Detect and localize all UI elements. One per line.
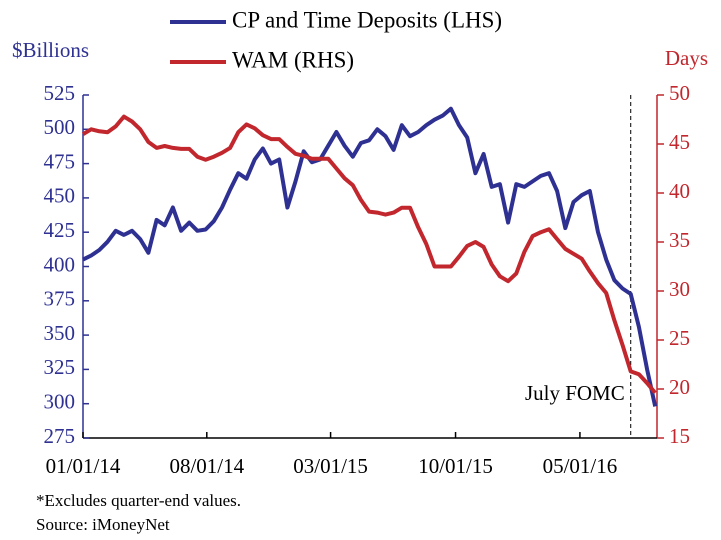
y2-tick-label: 40 [669,179,690,203]
y2-tick-label: 35 [669,228,690,252]
series-line [81,114,657,395]
y-tick-label: 375 [44,287,76,311]
x-tick-label: 03/01/15 [293,454,368,478]
y2-tick-label: 25 [669,326,690,350]
footnote: Source: iMoneyNet [36,515,170,534]
y-tick-label: 450 [44,184,76,208]
y-tick-label: 275 [44,424,76,448]
y2-axis-label: Days [665,46,708,70]
y-tick-label: 425 [44,218,76,242]
y-tick-label: 400 [44,252,76,276]
annotation-label: July FOMC [525,381,625,405]
y2-tick-label: 20 [669,375,690,399]
x-tick-label: 05/01/16 [543,454,618,478]
y-tick-label: 500 [44,115,76,139]
y-tick-label: 525 [44,81,76,105]
footnote: *Excludes quarter-end values. [36,491,241,510]
legend-label: CP and Time Deposits (LHS) [232,7,502,32]
y2-tick-label: 50 [669,81,690,105]
y-tick-label: 325 [44,355,76,379]
y2-tick-label: 30 [669,277,690,301]
x-tick-label: 08/01/14 [169,454,244,478]
y-tick-label: 350 [44,321,76,345]
y-tick-label: 475 [44,149,76,173]
y2-tick-label: 45 [669,130,690,154]
series-line [82,106,658,407]
y-axis-label: $Billions [12,38,89,62]
y2-tick-label: 15 [669,424,690,448]
y-tick-label: 300 [44,390,76,414]
x-tick-label: 10/01/15 [418,454,493,478]
legend-label: WAM (RHS) [232,47,354,72]
x-tick-label: 01/01/14 [46,454,121,478]
